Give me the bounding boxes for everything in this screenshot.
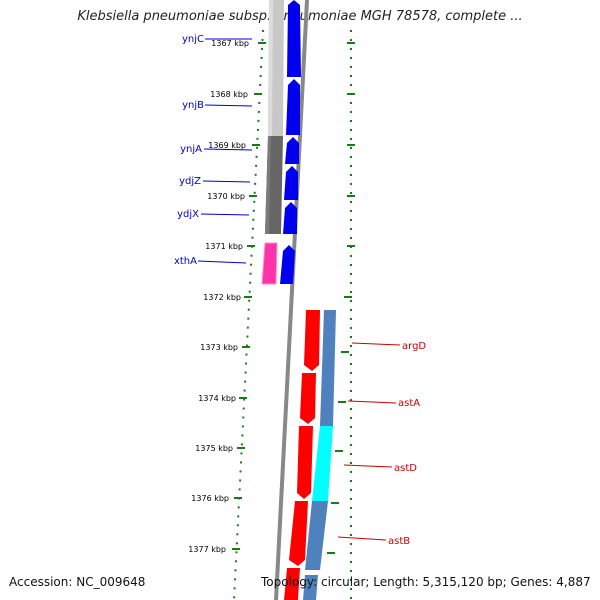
genome-backbone xyxy=(274,0,309,600)
gene-leader-line xyxy=(203,148,253,151)
tick-label: 1369 kbp xyxy=(208,141,246,150)
alt-cds-block xyxy=(320,310,336,426)
cds-arrow xyxy=(297,426,313,499)
tick-label: 1371 kbp xyxy=(205,242,243,251)
forward-cds-track xyxy=(280,0,301,284)
tick-label: 1367 kbp xyxy=(211,39,249,48)
gene-label-ynjA[interactable]: ynjA xyxy=(180,144,202,155)
scale-tick-labels: 1367 kbp 1368 kbp 1369 kbp 1370 kbp 1371… xyxy=(188,39,249,554)
cds-arrow xyxy=(300,373,316,424)
gc-light-block-shade xyxy=(268,0,273,136)
gene-label-xthA[interactable]: xthA xyxy=(174,256,197,267)
tick-label: 1374 kbp xyxy=(198,394,236,403)
gene-leader-line xyxy=(347,400,397,404)
gene-leader-line xyxy=(337,536,387,541)
tick-label: 1372 kbp xyxy=(203,293,241,302)
gene-label-ynjB[interactable]: ynjB xyxy=(182,100,204,111)
cds-arrow xyxy=(284,568,300,600)
scale-ticks xyxy=(232,42,266,550)
gene-label-astA[interactable]: astA xyxy=(398,398,420,409)
reverse-alt-track xyxy=(303,310,336,600)
cds-arrow xyxy=(284,166,298,200)
right-gene-labels: argD astA astD astB xyxy=(337,341,426,547)
gene-label-ydjZ[interactable]: ydjZ xyxy=(179,176,201,187)
gene-label-astB[interactable]: astB xyxy=(388,536,410,547)
outer-scale-ticks xyxy=(327,42,355,554)
cds-arrow xyxy=(285,137,299,164)
gene-leader-line xyxy=(343,464,393,468)
tick-label: 1370 kbp xyxy=(207,192,245,201)
gc-dark-block-shade xyxy=(265,136,271,234)
alt-cds-block xyxy=(305,501,328,570)
gene-leader-line xyxy=(197,260,247,264)
xthA-feature-block xyxy=(261,242,278,285)
tick-label: 1373 kbp xyxy=(200,343,238,352)
left-gene-labels: ynjC ynjB ynjA ydjZ ydjX xthA xyxy=(174,34,253,267)
cds-arrow xyxy=(280,245,295,284)
tick-label: 1375 kbp xyxy=(195,444,233,453)
cds-arrow xyxy=(304,310,320,371)
gene-label-ydjX[interactable]: ydjX xyxy=(177,209,199,220)
tick-label: 1377 kbp xyxy=(188,545,226,554)
tick-label: 1376 kbp xyxy=(191,494,229,503)
gc-track xyxy=(265,0,284,234)
gene-leader-line xyxy=(200,213,250,216)
cds-arrow xyxy=(289,501,308,566)
alt-cds-block xyxy=(303,575,318,600)
tick-label: 1368 kbp xyxy=(210,90,248,99)
gene-leader-line xyxy=(351,342,401,346)
cds-arrow xyxy=(283,202,297,234)
accession-label: Accession: NC_009648 xyxy=(9,575,146,589)
gene-label-argD[interactable]: argD xyxy=(402,341,426,352)
alt-cds-cyan xyxy=(312,426,333,501)
cds-arrow xyxy=(286,79,300,135)
gene-label-astD[interactable]: astD xyxy=(394,463,417,474)
cds-arrow xyxy=(287,0,301,77)
gene-leader-line xyxy=(202,180,251,183)
gene-label-ynjC[interactable]: ynjC xyxy=(182,34,204,45)
reverse-cds-track xyxy=(284,310,320,600)
inner-dotted-guide xyxy=(233,29,264,600)
genome-summary: Topology: circular; Length: 5,315,120 bp… xyxy=(261,575,591,589)
gene-leader-line xyxy=(204,104,253,107)
